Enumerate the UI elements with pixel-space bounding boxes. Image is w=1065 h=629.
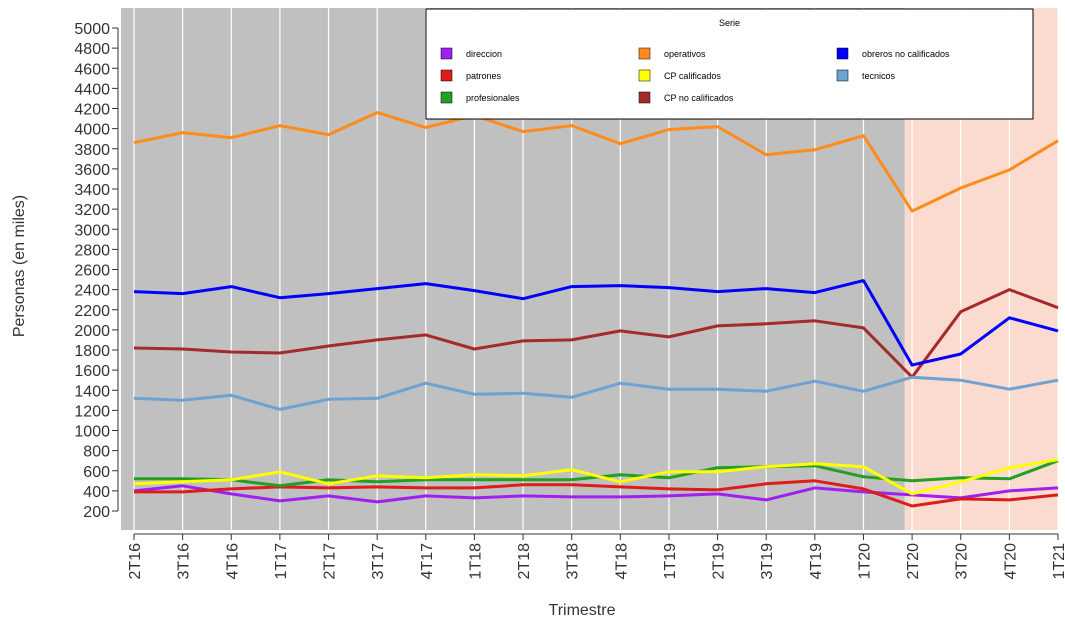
x-tick-label-4T19: 4T19 [808,543,825,580]
x-tick-label-1T17: 1T17 [273,543,290,580]
y-tick-label-2200: 2200 [74,303,110,320]
y-tick-label-2400: 2400 [74,283,110,300]
x-tick-label-4T16: 4T16 [224,543,241,580]
y-tick-label-2800: 2800 [74,242,110,259]
y-tick-label-1000: 1000 [74,424,110,441]
x-tick-label-4T18: 4T18 [613,543,630,580]
series-line-direccion [133,484,1059,504]
y-tick-label-1600: 1600 [74,363,110,380]
x-tick-label-2T19: 2T19 [711,543,728,580]
x-tick-label-3T17: 3T17 [370,543,387,580]
series-line-CP-no-calificados [133,288,1059,379]
legend-label-profesionales: profesionales [466,93,520,103]
legend-swatch-operativos [638,47,651,60]
y-tick-label-2600: 2600 [74,263,110,280]
legend-label-direccion: direccion [466,49,502,59]
legend-label-CP-no-calificados: CP no calificados [664,93,734,103]
series-line-tecnicos [133,375,1059,411]
x-tick-label-2T18: 2T18 [516,543,533,580]
series-line-CP-calificados [133,458,1059,496]
legend: Serie direccion patrones profesionales opera… [425,8,1034,120]
x-tick-label-4T17: 4T17 [419,543,436,580]
x-tick-label-3T20: 3T20 [954,543,971,580]
legend-label-CP-calificados: CP calificados [664,71,721,81]
x-tick-label-4T20: 4T20 [1002,543,1019,580]
x-tick-label-1T19: 1T19 [662,543,679,580]
legend-box [425,8,1034,120]
y-tick-label-400: 400 [83,484,110,501]
y-tick-label-3400: 3400 [74,182,110,199]
series-line-patrones [134,479,1059,508]
x-tick-label-1T21: 1T21 [1051,543,1065,580]
y-tick-label-4600: 4600 [74,61,110,78]
y-tick-label-3800: 3800 [74,142,110,159]
x-tick-label-3T19: 3T19 [759,543,776,580]
legend-label-tecnicos: tecnicos [862,71,896,81]
y-axis-title: Personas (en miles) [11,195,28,337]
legend-swatch-patrones [440,69,453,82]
y-tick-label-3600: 3600 [74,162,110,179]
gridlines [133,8,1059,530]
series-lines [133,111,1059,508]
legend-title: Serie [719,18,740,28]
legend-label-patrones: patrones [466,71,502,81]
y-tick-label-3200: 3200 [74,202,110,219]
y-tick-label-5000: 5000 [74,21,110,38]
series-line-obreros-no-calificados [133,279,1059,367]
y-tick-label-200: 200 [83,504,110,521]
y-tick-label-4000: 4000 [74,122,110,139]
legend-label-operativos: operativos [664,49,706,59]
legend-swatch-profesionales [440,91,453,104]
y-tick-label-1800: 1800 [74,343,110,360]
x-tick-label-2T16: 2T16 [127,543,144,580]
legend-swatch-tecnicos [836,69,849,82]
y-tick-label-2000: 2000 [74,323,110,340]
legend-swatch-CP-no-calificados [638,91,651,104]
y-tick-label-1200: 1200 [74,403,110,420]
x-tick-label-2T17: 2T17 [322,543,339,580]
legend-swatch-direccion [440,47,453,60]
y-tick-label-3000: 3000 [74,222,110,239]
y-tick-label-1400: 1400 [74,383,110,400]
legend-swatch-obreros-no-calificados [836,47,849,60]
legend-label-obreros-no-calificados: obreros no calificados [862,49,950,59]
axes: 200 400 600 800 1000 1200 1400 1600 1800 2000 2200… [74,21,1065,579]
x-tick-label-2T20: 2T20 [905,543,922,580]
y-tick-label-4400: 4400 [74,81,110,98]
x-tick-label-3T18: 3T18 [565,543,582,580]
x-axis-title: Trimestre [549,602,616,619]
y-tick-label-4200: 4200 [74,102,110,119]
y-tick-label-800: 800 [83,444,110,461]
series-line-profesionales [134,459,1059,488]
x-tick-label-3T16: 3T16 [176,543,193,580]
legend-swatch-CP-calificados [638,69,651,82]
y-tick-label-600: 600 [83,464,110,481]
x-tick-label-1T18: 1T18 [467,543,484,580]
y-tick-label-4800: 4800 [74,41,110,58]
x-tick-label-1T20: 1T20 [856,543,873,580]
series-line-operativos [133,111,1059,213]
